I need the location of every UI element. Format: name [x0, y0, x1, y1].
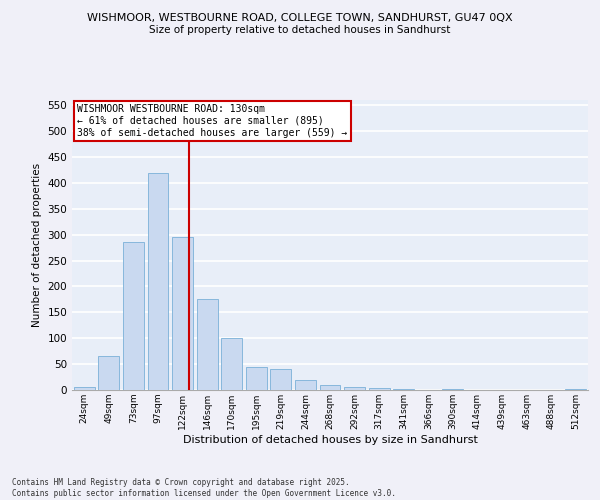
- X-axis label: Distribution of detached houses by size in Sandhurst: Distribution of detached houses by size …: [182, 434, 478, 444]
- Text: WISHMOOR, WESTBOURNE ROAD, COLLEGE TOWN, SANDHURST, GU47 0QX: WISHMOOR, WESTBOURNE ROAD, COLLEGE TOWN,…: [87, 12, 513, 22]
- Bar: [271, 370, 292, 390]
- Text: Contains HM Land Registry data © Crown copyright and database right 2025.
Contai: Contains HM Land Registry data © Crown c…: [12, 478, 396, 498]
- Bar: [368, 388, 389, 390]
- Bar: [172, 237, 193, 390]
- Bar: [123, 242, 144, 390]
- Text: Size of property relative to detached houses in Sandhurst: Size of property relative to detached ho…: [149, 25, 451, 35]
- Y-axis label: Number of detached properties: Number of detached properties: [32, 163, 42, 327]
- Bar: [197, 300, 218, 390]
- Bar: [320, 385, 340, 390]
- Bar: [295, 380, 316, 390]
- Bar: [148, 172, 169, 390]
- Bar: [246, 366, 267, 390]
- Bar: [74, 388, 95, 390]
- Bar: [344, 388, 365, 390]
- Bar: [221, 338, 242, 390]
- Bar: [98, 356, 119, 390]
- Text: WISHMOOR WESTBOURNE ROAD: 130sqm
← 61% of detached houses are smaller (895)
38% : WISHMOOR WESTBOURNE ROAD: 130sqm ← 61% o…: [77, 104, 347, 138]
